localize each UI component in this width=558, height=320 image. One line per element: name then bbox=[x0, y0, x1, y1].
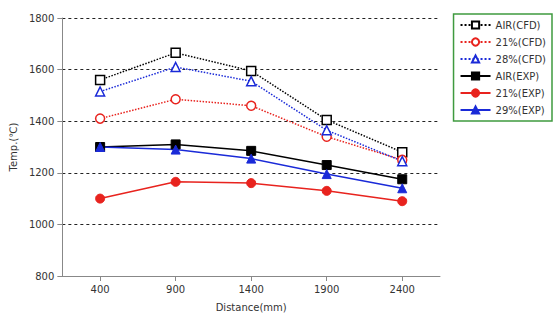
svg-text:1900: 1900 bbox=[314, 284, 339, 295]
svg-text:21%(CFD): 21%(CFD) bbox=[496, 37, 547, 48]
svg-text:800: 800 bbox=[35, 271, 54, 282]
svg-text:900: 900 bbox=[166, 284, 185, 295]
svg-text:21%(EXP): 21%(EXP) bbox=[496, 88, 545, 99]
svg-text:1400: 1400 bbox=[238, 284, 263, 295]
svg-text:28%(CFD): 28%(CFD) bbox=[496, 54, 547, 65]
svg-text:AIR(CFD): AIR(CFD) bbox=[496, 20, 541, 31]
svg-text:1600: 1600 bbox=[29, 64, 54, 75]
svg-text:Distance(mm): Distance(mm) bbox=[216, 302, 287, 313]
svg-text:400: 400 bbox=[91, 284, 110, 295]
svg-text:1400: 1400 bbox=[29, 116, 54, 127]
svg-text:29%(EXP): 29%(EXP) bbox=[496, 105, 545, 116]
svg-text:2400: 2400 bbox=[390, 284, 415, 295]
svg-text:AIR(EXP): AIR(EXP) bbox=[496, 71, 540, 82]
svg-text:1000: 1000 bbox=[29, 219, 54, 230]
svg-text:Temp.(℃): Temp.(℃) bbox=[8, 122, 19, 172]
svg-text:1800: 1800 bbox=[29, 13, 54, 24]
svg-text:1200: 1200 bbox=[29, 167, 54, 178]
